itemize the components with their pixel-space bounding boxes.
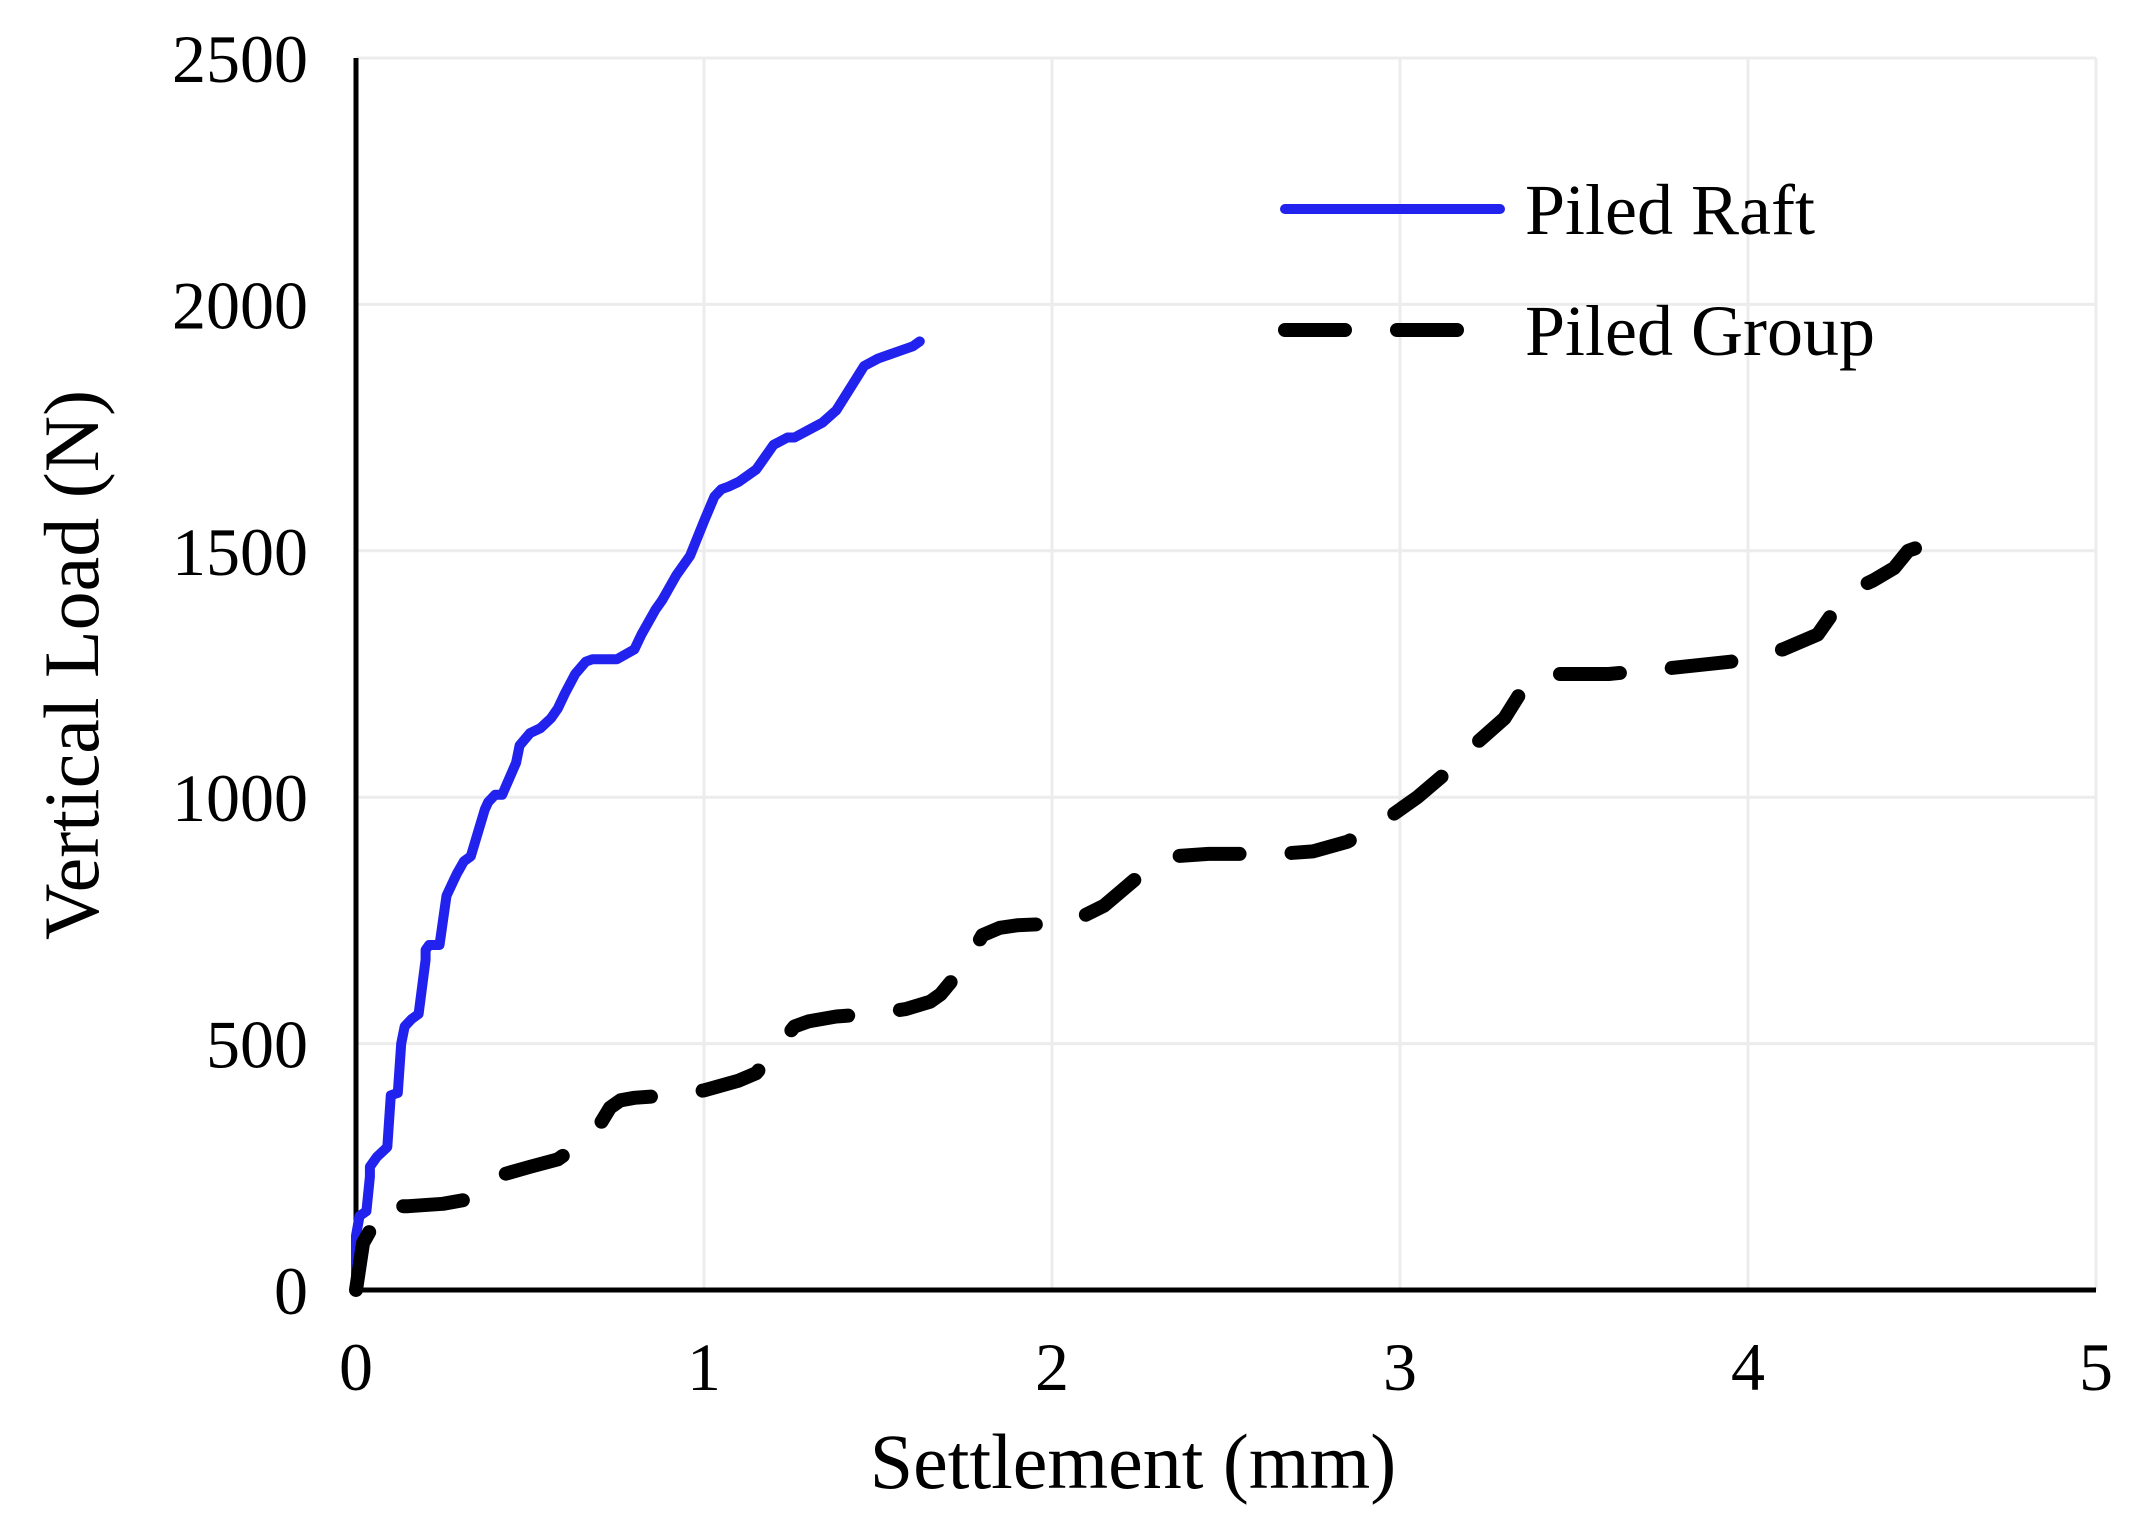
- x-tick-label: 2: [1035, 1329, 1069, 1405]
- y-tick-label: 2500: [172, 21, 308, 97]
- axis-titles: Settlement (mm) Vertical Load (N): [28, 390, 1396, 1505]
- series-line-piled-group: [349, 538, 1929, 1297]
- y-tick-label: 1500: [172, 514, 308, 590]
- series-group: [349, 336, 1929, 1297]
- x-tick-label: 1: [687, 1329, 721, 1405]
- y-tick-label: 2000: [172, 267, 308, 343]
- x-tick-label: 0: [339, 1329, 373, 1405]
- axes: [353, 58, 2096, 1293]
- tick-labels: 0 1 2 3 4 5 0 500 1000 1500 2000 2500: [172, 21, 2113, 1405]
- series-line-piled-raft: [351, 336, 925, 1295]
- y-tick-label: 1000: [172, 760, 308, 836]
- grid: [356, 56, 2098, 1290]
- legend: Piled Raft Piled Group: [1278, 170, 1875, 371]
- x-tick-label: 5: [2079, 1329, 2113, 1405]
- y-axis-title: Vertical Load (N): [28, 390, 115, 940]
- y-tick-label: 500: [206, 1007, 308, 1083]
- legend-label-piled-raft: Piled Raft: [1525, 170, 1815, 250]
- x-tick-label: 4: [1731, 1329, 1765, 1405]
- x-tick-label: 3: [1383, 1329, 1417, 1405]
- x-axis-title: Settlement (mm): [870, 1418, 1396, 1505]
- legend-label-piled-group: Piled Group: [1525, 291, 1875, 371]
- y-tick-label: 0: [274, 1253, 308, 1329]
